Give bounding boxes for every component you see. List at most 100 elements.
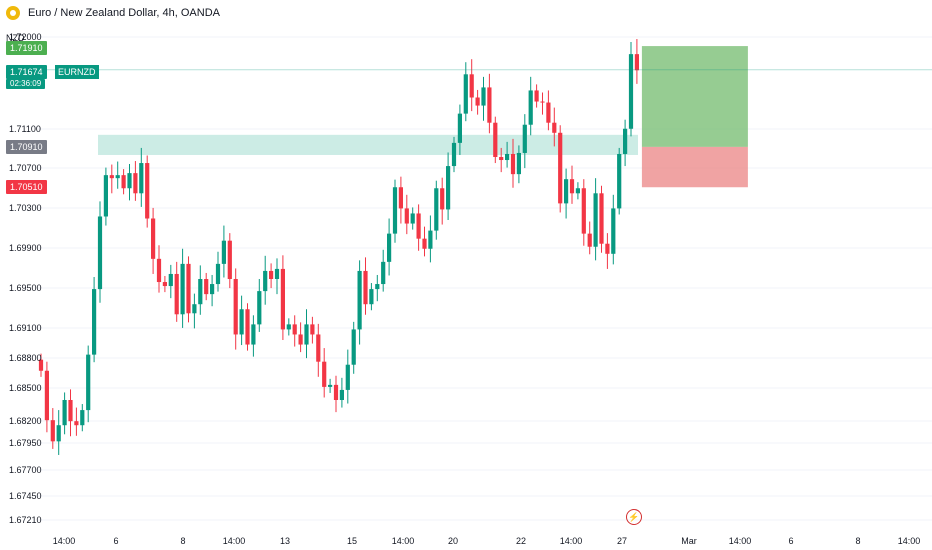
candle-body bbox=[310, 324, 315, 335]
candle-body bbox=[599, 193, 604, 244]
candle-body bbox=[369, 289, 374, 305]
candle-body bbox=[162, 282, 167, 287]
candle-body bbox=[44, 370, 49, 421]
y-tick-label: 1.67450 bbox=[9, 491, 42, 501]
candle-body bbox=[215, 263, 221, 285]
candle-body bbox=[457, 113, 462, 143]
current-price-tag: 1.71674 bbox=[6, 65, 47, 79]
candle-body bbox=[109, 175, 114, 179]
candle-body bbox=[522, 124, 527, 153]
candle-body bbox=[204, 279, 209, 295]
candle-body bbox=[38, 359, 44, 371]
candle-body bbox=[56, 425, 61, 442]
lightning-icon[interactable]: ⚡ bbox=[626, 509, 642, 525]
stop-price-tag: 1.70510 bbox=[6, 180, 47, 194]
symbol-tag: EURNZD bbox=[55, 65, 99, 79]
candle-body bbox=[528, 90, 533, 125]
symbol-logo-icon bbox=[6, 6, 20, 20]
candle-body bbox=[345, 364, 350, 390]
candle-body bbox=[434, 188, 439, 231]
candle-body bbox=[62, 400, 67, 426]
candle-body bbox=[151, 218, 156, 259]
candle-body bbox=[357, 270, 362, 330]
candle-body bbox=[298, 334, 303, 345]
y-tick-label: 1.70700 bbox=[9, 163, 42, 173]
candle-body bbox=[233, 279, 238, 335]
take-profit-zone bbox=[641, 46, 748, 147]
candle-body bbox=[257, 291, 262, 325]
candle-body bbox=[363, 270, 368, 305]
candle-body bbox=[493, 122, 498, 157]
stop-loss-zone bbox=[641, 146, 748, 188]
candle-body bbox=[168, 273, 173, 287]
y-tick-label: 1.69900 bbox=[9, 243, 42, 253]
candle-body bbox=[274, 268, 280, 280]
x-tick-label: 6 bbox=[788, 536, 793, 546]
candle-body bbox=[186, 263, 191, 314]
candle-body bbox=[251, 324, 256, 345]
candle-body bbox=[392, 187, 398, 234]
x-tick-label: 27 bbox=[617, 536, 627, 546]
candle-body bbox=[322, 361, 327, 387]
candle-body bbox=[569, 179, 575, 194]
zone-price-tag: 1.70910 bbox=[6, 140, 47, 154]
candle-body bbox=[481, 87, 486, 106]
candle-body bbox=[510, 153, 516, 175]
candle-body bbox=[121, 175, 126, 189]
candle-body bbox=[192, 304, 197, 314]
x-tick-label: 14:00 bbox=[392, 536, 415, 546]
candle-body bbox=[210, 284, 215, 295]
x-tick-label: 14:00 bbox=[898, 536, 921, 546]
candle-body bbox=[292, 324, 297, 335]
x-tick-label: 8 bbox=[180, 536, 185, 546]
y-tick-label: 1.67210 bbox=[9, 515, 42, 525]
candle-body bbox=[487, 87, 492, 123]
candle-body bbox=[587, 233, 592, 247]
candle-body bbox=[440, 188, 445, 210]
candle-body bbox=[451, 142, 457, 167]
candle-body bbox=[446, 166, 451, 210]
candle-body bbox=[97, 216, 103, 290]
target-price-tag: 1.71910 bbox=[6, 41, 47, 55]
candle-body bbox=[156, 258, 162, 283]
candle-body bbox=[68, 400, 73, 422]
y-tick-label: 1.68500 bbox=[9, 383, 42, 393]
y-tick-label: 1.70300 bbox=[9, 203, 42, 213]
candle-body bbox=[86, 354, 91, 411]
x-tick-label: Mar bbox=[681, 536, 697, 546]
candle-body bbox=[552, 122, 557, 133]
candle-body bbox=[416, 213, 421, 239]
y-tick-label: 1.68800 bbox=[9, 353, 42, 363]
candle-body bbox=[575, 188, 580, 194]
candle-body bbox=[333, 384, 339, 401]
candle-body bbox=[245, 309, 250, 345]
y-tick-label: 1.67950 bbox=[9, 438, 42, 448]
candle-body bbox=[581, 188, 586, 234]
candle-body bbox=[80, 410, 85, 426]
y-tick-label: 1.67700 bbox=[9, 465, 42, 475]
y-tick-label: 1.69100 bbox=[9, 323, 42, 333]
candle-body bbox=[221, 240, 226, 264]
candle-body bbox=[516, 152, 521, 175]
candle-body bbox=[280, 268, 285, 330]
candle-body bbox=[180, 263, 185, 315]
chart-title: Euro / New Zealand Dollar, 4h, OANDA bbox=[28, 7, 220, 19]
candle-body bbox=[398, 187, 403, 209]
candle-body bbox=[534, 90, 539, 102]
candle-body bbox=[546, 102, 551, 123]
candle-body bbox=[339, 389, 344, 401]
candle-body bbox=[239, 309, 244, 335]
candle-body bbox=[540, 101, 545, 103]
candle-body bbox=[381, 261, 386, 285]
candle-body bbox=[351, 329, 356, 365]
x-tick-label: 6 bbox=[113, 536, 118, 546]
candle-body bbox=[387, 233, 392, 262]
candle-body bbox=[558, 132, 563, 204]
candle-body bbox=[623, 128, 628, 154]
x-tick-label: 14:00 bbox=[729, 536, 752, 546]
candle-body bbox=[92, 289, 97, 355]
candle-body bbox=[145, 163, 150, 219]
y-tick-label: 1.68200 bbox=[9, 416, 42, 426]
x-tick-label: 15 bbox=[347, 536, 357, 546]
